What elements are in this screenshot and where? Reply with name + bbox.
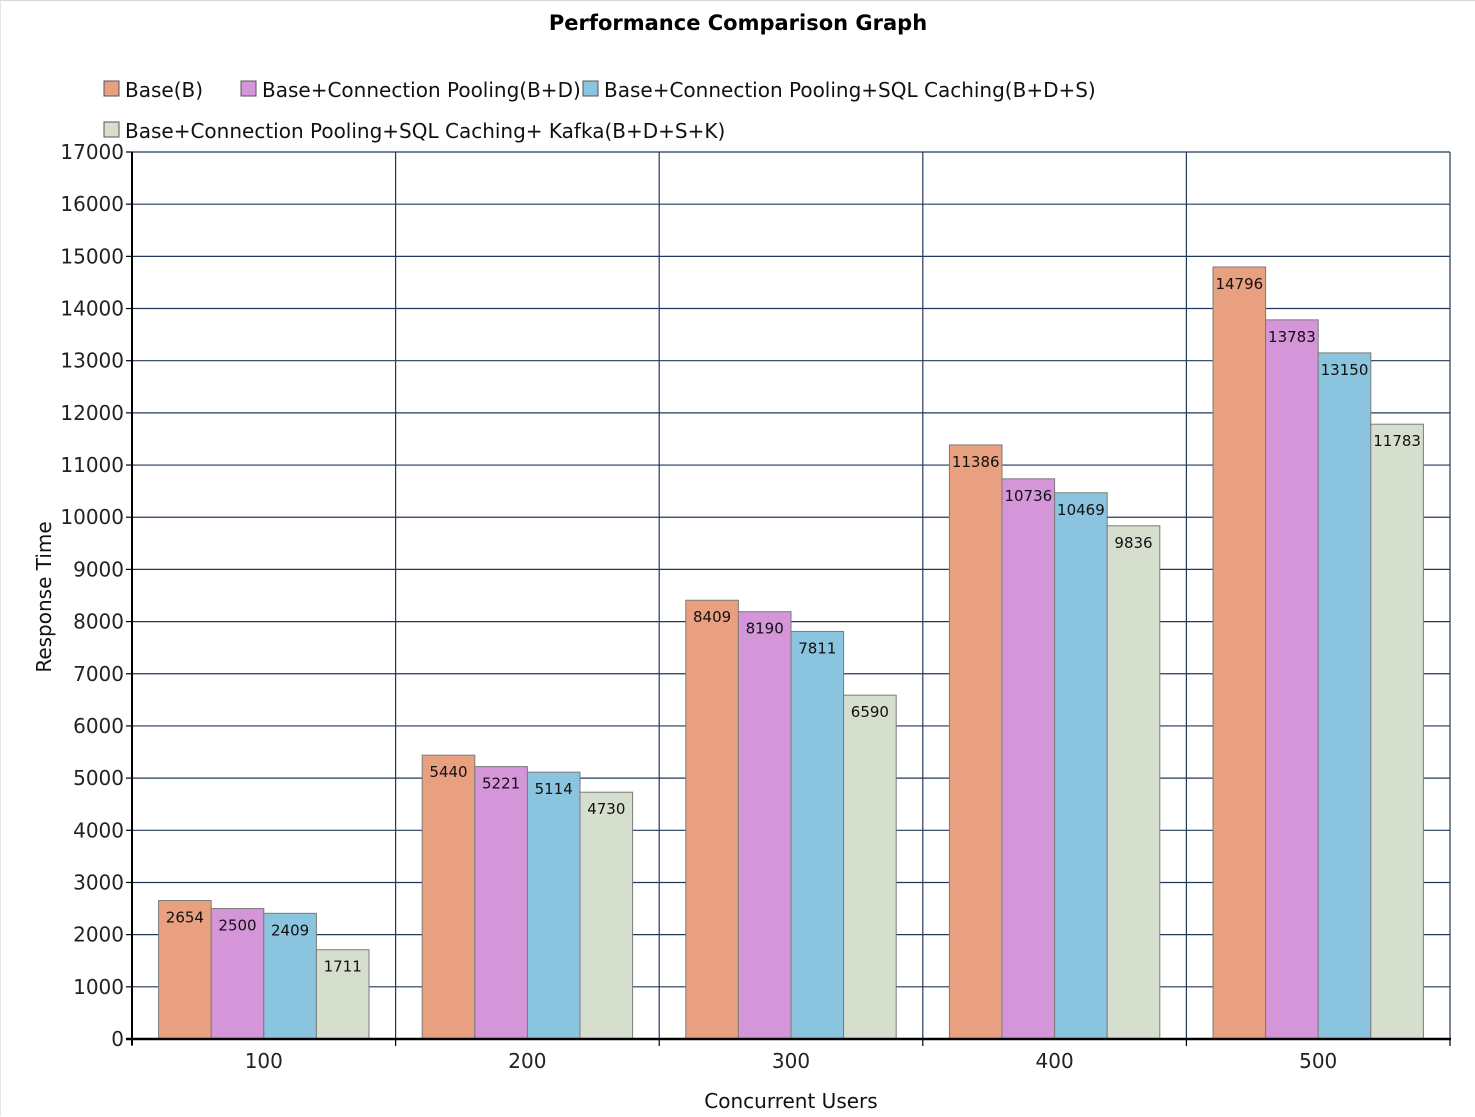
bar-value-label: 5221 [482,775,520,793]
bar [843,694,897,1040]
bar [1106,525,1161,1040]
bar [474,766,528,1040]
y-tick-label: 14000 [60,297,124,321]
bar [263,912,317,1040]
bar-value-label: 7811 [798,639,836,657]
bar-value-label: 8190 [746,620,784,638]
bar [737,611,792,1040]
y-axis-title: Response Time [32,521,56,672]
legend-label: Base+Connection Pooling+SQL Caching(B+D+… [604,78,1096,102]
bar-value-label: 11783 [1373,432,1421,450]
data-labels: 2654 2500 2409 1711 5440 5221 5114 4730 8409 8190… [166,275,1421,976]
y-tick-label: 1000 [73,975,124,999]
bar [1265,319,1319,1040]
legend-swatch [240,80,257,97]
y-tick-label: 10000 [60,505,124,529]
bar-value-label: 14796 [1215,275,1263,293]
legend-item: Base+Connection Pooling+SQL Caching+ Kaf… [103,119,725,143]
bar-value-label: 1711 [324,958,362,976]
bar-value-label: 6590 [851,703,889,721]
bar [526,771,581,1040]
x-tick-label: 500 [1299,1049,1337,1073]
legend-item: Base(B) [103,78,203,102]
bar-value-label: 13783 [1268,328,1316,346]
bar-value-label: 13150 [1321,361,1369,379]
y-tick-label: 8000 [73,610,124,634]
y-tick-label: 17000 [60,140,124,164]
bar-value-label: 5440 [429,763,467,781]
legend-label: Base+Connection Pooling(B+D) [262,78,581,102]
x-tick-label: 300 [772,1049,810,1073]
bar-value-label: 4730 [587,800,625,818]
y-tick-label: 3000 [73,870,124,894]
bar [1370,423,1424,1040]
x-tick-label: 100 [245,1049,283,1073]
y-tick-label: 13000 [60,349,124,373]
x-tick-label: 200 [508,1049,546,1073]
axes [126,152,1451,1045]
y-axis-ticks: 0 1000 2000 3000 4000 5000 6000 7000 8000 9000 100… [60,140,132,1051]
y-tick-label: 4000 [73,818,124,842]
legend-label: Base(B) [125,78,203,102]
y-tick-label: 0 [111,1027,124,1051]
bar [579,791,634,1040]
bar [790,630,845,1040]
bar-value-label: 9836 [1114,534,1152,552]
bar-value-label: 2409 [271,921,309,939]
bar-value-label: 2500 [218,917,256,935]
legend-swatch [582,80,599,97]
legend: Base(B) Base+Connection Pooling(B+D) Base+… [103,78,1096,143]
bar-value-label: 11386 [952,453,1000,471]
bar-value-label: 2654 [166,909,204,927]
bar [685,599,739,1040]
bar [948,444,1003,1040]
y-tick-label: 9000 [73,557,124,581]
bar [1317,352,1372,1040]
legend-label: Base+Connection Pooling+SQL Caching+ Kaf… [125,119,725,143]
y-tick-label: 5000 [73,766,124,790]
bar-value-label: 10736 [1004,487,1052,505]
y-tick-label: 16000 [60,192,124,216]
legend-swatch [103,80,120,97]
bar [421,754,476,1040]
bar-value-label: 10469 [1057,501,1105,519]
bar-value-label: 8409 [693,608,731,626]
x-axis-ticks: 100 200 300 400 500 [131,1039,1451,1073]
bar [1054,492,1108,1040]
bar [1001,478,1056,1040]
legend-swatch [103,121,120,138]
x-tick-label: 400 [1036,1049,1074,1073]
legend-item: Base+Connection Pooling+SQL Caching(B+D+… [582,78,1096,102]
y-tick-label: 7000 [73,662,124,686]
bars [158,266,1424,1040]
y-tick-label: 6000 [73,714,124,738]
chart-title: Performance Comparison Graph [549,11,927,35]
y-tick-label: 15000 [60,244,124,268]
bar [1212,266,1267,1040]
legend-item: Base+Connection Pooling(B+D) [240,78,581,102]
y-tick-label: 12000 [60,401,124,425]
y-tick-label: 11000 [60,453,124,477]
bar [315,949,370,1040]
x-axis-title: Concurrent Users [704,1089,877,1113]
bar-value-label: 5114 [535,780,573,798]
y-tick-label: 2000 [73,923,124,947]
